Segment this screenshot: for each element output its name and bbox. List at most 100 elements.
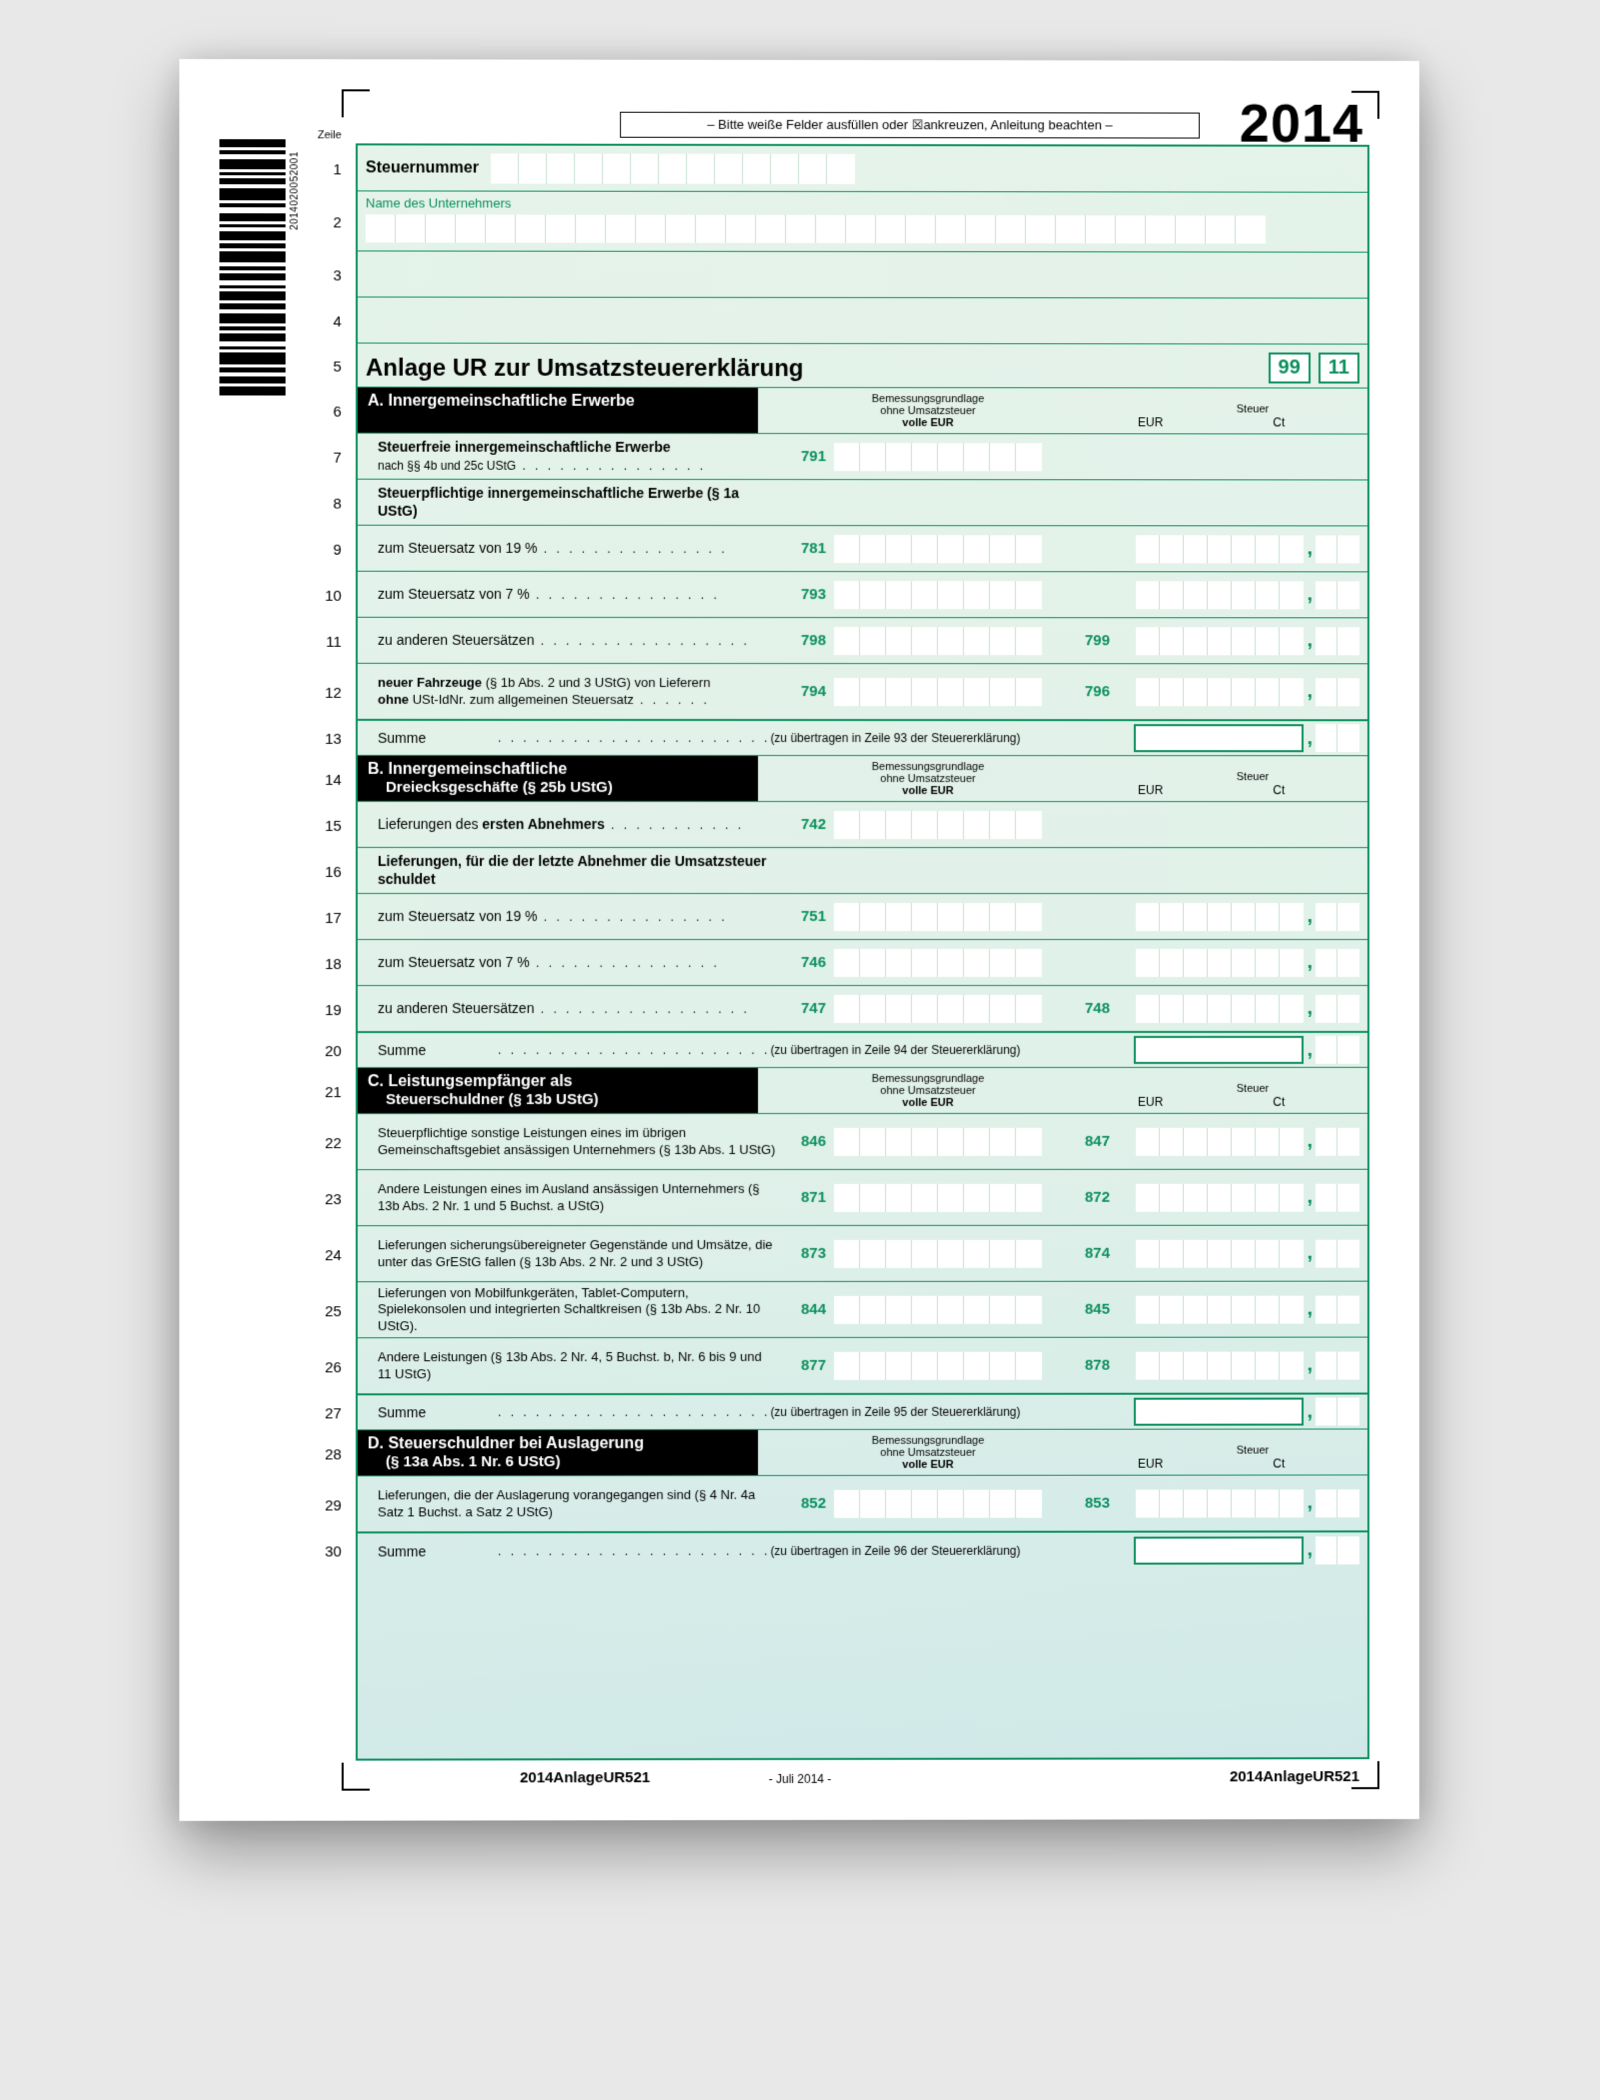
code-746: 746	[778, 954, 826, 971]
tax-781[interactable]: ,	[1136, 535, 1359, 563]
line-number-column: Zeile 1234567891011121314151617181920212…	[318, 129, 342, 1570]
l8-desc: Steuerpflichtige innergemeinschaftliche …	[378, 485, 778, 520]
zeile-header: Zeile	[318, 129, 342, 141]
tax-751[interactable]: ,	[1136, 903, 1359, 931]
row-section-c-head: C. Leistungsempfänger alsSteuerschuldner…	[358, 1068, 1368, 1114]
instruction-bar: – Bitte weiße Felder ausfüllen oder ☒ank…	[620, 112, 1200, 139]
row-section-a-head: A. Innergemeinschaftliche Erwerbe Bemess…	[358, 388, 1368, 435]
form-area: Steuernummer Name des Unternehmers Anlag…	[356, 143, 1370, 1760]
col-ct: Ct	[1273, 415, 1285, 429]
box-793[interactable]	[834, 581, 1042, 609]
box-751[interactable]	[834, 903, 1042, 931]
row-20-sum: Summe. . . . . . . . . . . . . . . . . .…	[358, 1032, 1368, 1068]
transfer-b: (zu übertragen in Zeile 94 der Steuererk…	[770, 1043, 1020, 1057]
code-747: 747	[778, 1000, 826, 1017]
l9-desc: zum Steuersatz von 19 %	[378, 539, 538, 555]
box-794[interactable]	[834, 678, 1042, 706]
tax-796[interactable]: ,	[1136, 678, 1359, 706]
code-846: 846	[778, 1133, 826, 1150]
section-d-header: D. Steuerschuldner bei Auslagerung(§ 13a…	[358, 1430, 758, 1475]
row-3-spacer	[358, 251, 1368, 298]
tax-793[interactable]: ,	[1136, 581, 1359, 609]
box-873[interactable]	[834, 1239, 1042, 1267]
row-steuernummer: Steuernummer	[358, 145, 1368, 192]
col-bgr1: Bemessungsgrundlage	[872, 393, 984, 405]
box-844[interactable]	[834, 1295, 1042, 1323]
code-853: 853	[1062, 1495, 1110, 1512]
title-box-99: 99	[1268, 352, 1310, 383]
tax-845[interactable]: ,	[1136, 1295, 1359, 1323]
code-799: 799	[1062, 632, 1110, 649]
crop-mark-tl	[342, 89, 370, 117]
steuernummer-cells[interactable]	[491, 153, 855, 183]
title-box-11: 11	[1318, 353, 1359, 384]
row-19: zu anderen Steuersätzen . . . . . . . . …	[358, 986, 1368, 1032]
code-748: 748	[1062, 1000, 1110, 1017]
code-751: 751	[778, 908, 826, 925]
code-845: 845	[1062, 1301, 1110, 1318]
code-852: 852	[778, 1495, 826, 1512]
row-12: neuer Fahrzeuge (§ 1b Abs. 2 und 3 UStG)…	[358, 664, 1368, 720]
box-877[interactable]	[834, 1351, 1042, 1379]
row-24: Lieferungen sicherungsübereigneter Gegen…	[358, 1226, 1368, 1283]
form-page: 2014020052001 Zeile 12345678910111213141…	[179, 59, 1419, 1821]
sumbox-d[interactable]	[1134, 1536, 1304, 1564]
l16-desc: Lieferungen, für die der letzte Abnehmer…	[378, 853, 778, 888]
code-794: 794	[778, 683, 826, 700]
box-791[interactable]	[834, 443, 1042, 471]
l7-desc: Steuerfreie innergemeinschaftliche Erwer…	[378, 439, 671, 455]
section-a-header: A. Innergemeinschaftliche Erwerbe	[358, 388, 758, 433]
code-874: 874	[1062, 1245, 1110, 1262]
row-section-d-head: D. Steuerschuldner bei Auslagerung(§ 13a…	[358, 1430, 1368, 1477]
row-8: Steuerpflichtige innergemeinschaftliche …	[358, 480, 1368, 527]
sumbox-b[interactable]	[1134, 1036, 1304, 1064]
l10-desc: zum Steuersatz von 7 %	[378, 585, 530, 601]
row-17: zum Steuersatz von 19 % . . . . . . . . …	[358, 894, 1368, 940]
box-871[interactable]	[834, 1183, 1042, 1211]
code-742: 742	[778, 816, 826, 833]
name-cells[interactable]	[366, 214, 1360, 243]
row-26: Andere Leistungen (§ 13b Abs. 2 Nr. 4, 5…	[358, 1338, 1368, 1395]
row-23: Andere Leistungen eines im Ausland ansäs…	[358, 1170, 1368, 1226]
col-bgr2: ohne Umsatzsteuer	[880, 405, 975, 417]
box-746[interactable]	[834, 948, 1042, 976]
code-847: 847	[1062, 1133, 1110, 1150]
tax-878[interactable]: ,	[1136, 1351, 1359, 1379]
row-10: zum Steuersatz von 7 % . . . . . . . . .…	[358, 572, 1368, 619]
code-781: 781	[778, 540, 826, 557]
transfer-c: (zu übertragen in Zeile 95 der Steuererk…	[770, 1405, 1020, 1419]
sumbox-a[interactable]	[1134, 724, 1304, 752]
col-eur: EUR	[1138, 415, 1163, 429]
code-873: 873	[778, 1245, 826, 1262]
barcode-label: 2014020052001	[290, 151, 301, 230]
tax-748[interactable]: ,	[1136, 994, 1359, 1022]
tax-874[interactable]: ,	[1136, 1239, 1359, 1267]
l12-b2: ohne	[378, 691, 409, 706]
l11-desc: zu anderen Steuersätzen	[378, 632, 535, 648]
box-781[interactable]	[834, 535, 1042, 563]
barcode	[219, 139, 285, 449]
box-846[interactable]	[834, 1127, 1042, 1155]
code-877: 877	[778, 1357, 826, 1374]
code-796: 796	[1062, 683, 1110, 700]
code-878: 878	[1062, 1357, 1110, 1374]
section-b-header: B. InnergemeinschaftlicheDreiecksgeschäf…	[358, 756, 758, 801]
tax-799[interactable]: ,	[1136, 627, 1359, 655]
section-c-header: C. Leistungsempfänger alsSteuerschuldner…	[358, 1068, 758, 1113]
tax-746[interactable]: ,	[1136, 948, 1359, 976]
l7-sub: nach §§ 4b und 25c UStG	[378, 458, 516, 472]
tax-847[interactable]: ,	[1136, 1127, 1359, 1155]
box-742[interactable]	[834, 811, 1042, 839]
tax-853[interactable]: ,	[1136, 1489, 1359, 1517]
tax-872[interactable]: ,	[1136, 1183, 1359, 1211]
row-title: Anlage UR zur Umsatzsteuererklärung 99 1…	[358, 344, 1368, 389]
row-29: Lieferungen, die der Auslagerung vorange…	[358, 1475, 1368, 1532]
row-16: Lieferungen, für die der letzte Abnehmer…	[358, 848, 1368, 894]
code-798: 798	[778, 632, 826, 649]
sumbox-c[interactable]	[1134, 1398, 1304, 1426]
box-747[interactable]	[834, 994, 1042, 1022]
box-798[interactable]	[834, 627, 1042, 655]
code-793: 793	[778, 586, 826, 603]
row-9: zum Steuersatz von 19 % . . . . . . . . …	[358, 526, 1368, 573]
box-852[interactable]	[834, 1489, 1042, 1517]
